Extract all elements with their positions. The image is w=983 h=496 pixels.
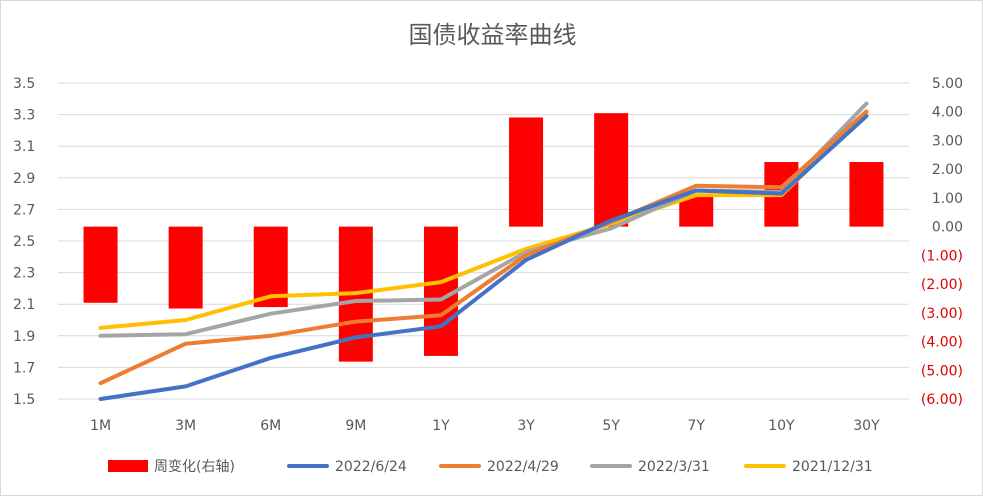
x-tick-label: 3Y xyxy=(517,418,535,434)
x-tick-label: 9M xyxy=(345,418,366,434)
right-tick-label: 1.00 xyxy=(932,191,963,207)
left-tick-label: 1.5 xyxy=(13,392,35,408)
bar-weekly-change xyxy=(594,113,629,227)
left-tick-label: 2.3 xyxy=(13,266,35,282)
chart-title: 国债收益率曲线 xyxy=(408,21,577,49)
bar-weekly-change xyxy=(168,226,203,309)
right-tick-label: 5.00 xyxy=(932,76,963,92)
bar-weekly-change xyxy=(83,226,118,303)
x-tick-label: 1M xyxy=(90,418,111,434)
line-series-2021/12/31 xyxy=(98,111,869,330)
x-tick-label: 6M xyxy=(260,418,281,434)
right-tick-label: 0.00 xyxy=(932,220,963,236)
right-tick-label: (4.00) xyxy=(921,335,963,351)
left-tick-label: 3.3 xyxy=(13,108,35,124)
left-tick-label: 2.1 xyxy=(13,297,35,313)
legend-label: 周变化(右轴) xyxy=(154,459,235,475)
left-tick-label: 3.1 xyxy=(13,139,35,155)
right-tick-label: (2.00) xyxy=(921,277,963,293)
right-tick-label: (6.00) xyxy=(921,392,963,408)
bar-weekly-change xyxy=(509,117,544,227)
legend-label: 2021/12/31 xyxy=(792,459,873,475)
left-tick-label: 2.9 xyxy=(13,171,35,187)
right-tick-label: 3.00 xyxy=(932,133,963,149)
legend-label: 2022/3/31 xyxy=(638,459,710,475)
x-tick-label: 10Y xyxy=(768,418,795,434)
legend-label: 2022/4/29 xyxy=(487,459,559,475)
right-tick-label: (3.00) xyxy=(921,306,963,322)
left-tick-label: 1.7 xyxy=(13,360,35,376)
right-tick-label: (5.00) xyxy=(921,363,963,379)
line-series-2022/4/29 xyxy=(98,109,869,386)
left-tick-label: 2.5 xyxy=(13,234,35,250)
x-tick-label: 3M xyxy=(175,418,196,434)
left-tick-label: 2.7 xyxy=(13,202,35,218)
x-tick-label: 5Y xyxy=(602,418,620,434)
line-series-2022/3/31 xyxy=(98,101,869,338)
right-tick-label: (1.00) xyxy=(921,248,963,264)
legend-label: 2022/6/24 xyxy=(335,459,407,475)
x-tick-label: 30Y xyxy=(853,418,880,434)
x-tick-label: 7Y xyxy=(688,418,706,434)
left-tick-label: 3.5 xyxy=(13,76,35,92)
x-tick-label: 1Y xyxy=(432,418,450,434)
line-series-2022/6/24 xyxy=(98,114,869,401)
right-tick-label: 2.00 xyxy=(932,162,963,178)
bar-weekly-change xyxy=(253,226,288,308)
left-tick-label: 1.9 xyxy=(13,329,35,345)
legend-swatch-bar xyxy=(108,460,148,472)
bar-weekly-change xyxy=(849,162,884,227)
right-tick-label: 4.00 xyxy=(932,105,963,121)
